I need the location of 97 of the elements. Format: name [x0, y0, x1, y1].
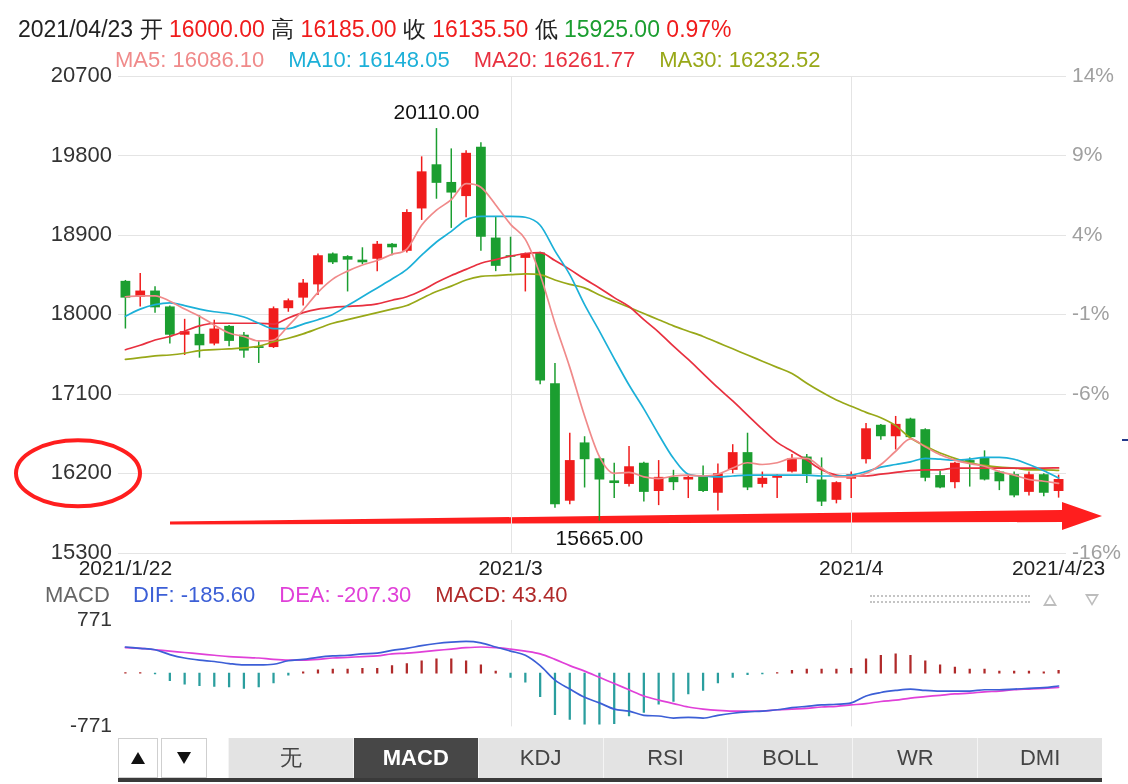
- bar: [820, 668, 823, 674]
- y-tick-label: 19800: [50, 141, 112, 167]
- candlestick: [831, 480, 842, 505]
- bar: [198, 672, 201, 686]
- bar: [405, 663, 408, 674]
- candlestick: [579, 435, 590, 489]
- bar: [213, 672, 216, 687]
- x-tick-label: 2021/3: [478, 556, 543, 580]
- bar: [1013, 670, 1016, 674]
- bar: [598, 672, 601, 725]
- candlestick: [653, 459, 664, 506]
- y-tick-label: 16200: [50, 459, 112, 485]
- bar: [287, 672, 290, 676]
- text: MA20: 16261.77: [473, 47, 636, 73]
- text: DEA: -207.30: [279, 582, 412, 608]
- chart-title: 2021/04/23 开 16000.00 高 16185.00 收 16135.50 低 15925.00 0.97%: [18, 16, 732, 43]
- bar: [746, 672, 749, 675]
- candlestick: [209, 318, 220, 347]
- candlestick: [372, 240, 383, 272]
- bar: [790, 670, 794, 674]
- candlestick: [683, 473, 694, 499]
- candlestick: [624, 445, 634, 488]
- candlestick: [698, 464, 708, 493]
- bar: [864, 658, 868, 674]
- tab: KDJ: [477, 738, 603, 778]
- y-tick-label: 17100: [50, 379, 112, 405]
- y2-tick-label: 4%: [1072, 221, 1103, 245]
- bar: [509, 672, 512, 678]
- bar: [331, 668, 334, 674]
- bar: [879, 654, 882, 674]
- series-label: DIF: -185.60: [133, 582, 256, 608]
- line-series: [124, 646, 1060, 712]
- line-series: [124, 640, 1060, 719]
- y-tick-label: 18900: [50, 221, 112, 246]
- candlestick: [1024, 470, 1034, 497]
- y-tick-label: 771: [76, 606, 112, 630]
- candlestick: [950, 461, 960, 490]
- y-tick-label: 20700: [50, 62, 112, 88]
- bar: [376, 668, 379, 674]
- bar: [909, 654, 912, 674]
- bar: [1042, 671, 1045, 674]
- candlestick: [431, 127, 442, 200]
- candlestick: [727, 443, 738, 475]
- text: MA10: 16148.05: [288, 47, 450, 73]
- bar: [494, 670, 497, 674]
- y2-tick-label: -6%: [1072, 380, 1110, 404]
- bar: [464, 660, 468, 674]
- candlestick: [1009, 470, 1020, 498]
- bar: [346, 668, 349, 674]
- tab: DMI: [977, 738, 1102, 778]
- y-tick-label: 18000: [50, 300, 112, 326]
- bar: [850, 668, 853, 674]
- bar: [450, 658, 453, 674]
- bar: [998, 670, 1001, 674]
- annotation: 20110.00: [393, 100, 480, 124]
- bar: [183, 672, 186, 685]
- y-tick-label: -771: [69, 713, 112, 737]
- chart-title: MACD: [45, 582, 110, 608]
- bar: [672, 672, 675, 702]
- bar: [1027, 670, 1031, 674]
- text: MA30: 16232.52: [659, 47, 821, 73]
- text: MA5: 16086.10: [115, 47, 265, 73]
- candlestick: [816, 456, 827, 507]
- bar: [805, 668, 808, 674]
- annotation: 15665.00: [555, 525, 644, 549]
- tab: 无: [228, 738, 353, 778]
- bar: [420, 660, 423, 674]
- bar: [272, 672, 275, 684]
- y2-tick-label: 14%: [1072, 62, 1115, 86]
- bar: [361, 668, 364, 674]
- bar: [731, 672, 734, 678]
- tab: BOLL: [727, 738, 853, 778]
- bar: [479, 664, 483, 674]
- bar: [1057, 669, 1060, 674]
- bar: [583, 672, 586, 725]
- bar: [924, 660, 927, 674]
- tab: MACD: [352, 738, 478, 778]
- bar: [938, 664, 942, 674]
- bar: [968, 668, 971, 674]
- text: MACD: 43.40: [435, 582, 568, 608]
- candlestick: [609, 461, 620, 499]
- bar: [701, 672, 705, 691]
- bar: [435, 658, 438, 674]
- candlestick: [446, 147, 457, 229]
- tab: RSI: [602, 738, 728, 778]
- y2-tick-label: -1%: [1072, 301, 1110, 325]
- x-tick-label: 2021/4: [819, 556, 884, 580]
- candlestick: [342, 254, 353, 293]
- bar: [302, 671, 305, 674]
- y2-tick-label: 9%: [1072, 142, 1103, 166]
- bar: [524, 672, 527, 683]
- bar: [390, 665, 394, 674]
- bar: [835, 668, 838, 674]
- tab: WR: [852, 738, 978, 778]
- candlestick: [298, 278, 309, 307]
- bar: [316, 669, 320, 674]
- bar: [983, 668, 986, 674]
